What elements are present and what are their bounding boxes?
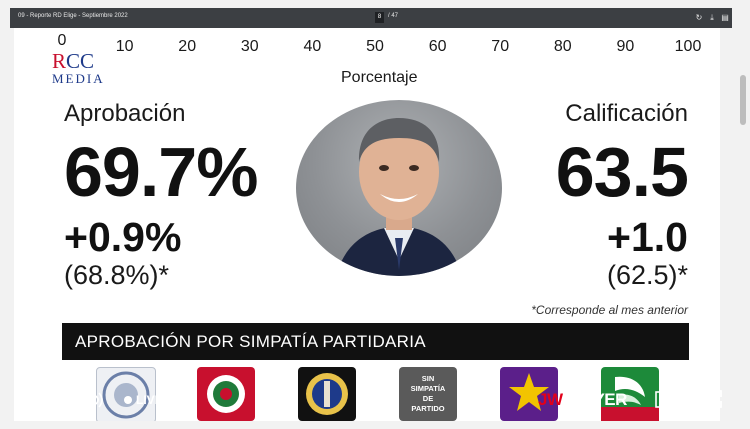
approval-previous: (68.8%)*	[64, 260, 170, 290]
page-number-input[interactable]: 8	[375, 12, 384, 23]
rating-previous: (62.5)*	[606, 260, 688, 290]
axis-tick-30: 30	[240, 38, 259, 55]
party-logo-no-affiliation: SIN SIMPATÍA DE PARTIDO	[399, 367, 457, 421]
page-total: / 47	[388, 13, 399, 19]
document-title: 09 - Reporte RD Elige - Septiembre 2022	[18, 13, 128, 19]
logo-top-text: RCC	[52, 49, 95, 73]
fullscreen-icon[interactable]	[703, 389, 723, 414]
party-logo-prm	[96, 367, 156, 421]
rcc-media-logo: RCC MEDIA	[52, 50, 105, 85]
scrollbar-thumb[interactable]	[740, 75, 746, 125]
no-affiliation-text: SIN	[421, 374, 435, 383]
player-brand: PLAYER	[562, 390, 628, 409]
stop-icon[interactable]	[38, 391, 53, 406]
footnote: *Corresponde al mes anterior	[531, 303, 688, 317]
print-icon[interactable]: ▤	[721, 13, 729, 22]
party-banner: APROBACIÓN POR SIMPATÍA PARTIDARIA	[62, 323, 689, 360]
no-affiliation-text: DE	[422, 394, 434, 403]
approval-label: Aprobación	[64, 100, 186, 127]
no-affiliation-text: SIMPATÍA	[410, 384, 446, 393]
axis-tick-100: 100	[674, 38, 702, 55]
rating-value: 63.5	[555, 133, 689, 211]
rotate-icon[interactable]: ↻	[695, 13, 703, 22]
axis-tick-10: 10	[115, 38, 134, 55]
jw-brand: JW	[538, 390, 563, 409]
rating-delta: +1.0	[607, 214, 688, 260]
axis-tick-20: 20	[178, 38, 197, 55]
axis-tick-60: 60	[428, 38, 447, 55]
pip-icon[interactable]	[655, 390, 679, 415]
rating-label: Calificación	[565, 100, 688, 127]
axis-tick-80: 80	[553, 38, 572, 55]
party-logo-fp	[601, 367, 659, 421]
party-logo-prd	[298, 367, 356, 421]
axis-tick-70: 70	[491, 38, 510, 55]
no-affiliation-text: PARTIDO	[411, 404, 445, 413]
live-indicator[interactable]: LIVE	[136, 393, 163, 407]
axis-tick-40: 40	[303, 38, 322, 55]
slide: 0 10 20 30 40 50 60 70 80 90 100 Porcentaje RCC ME…	[14, 28, 720, 421]
axis-tick-0: 0	[57, 32, 67, 49]
banner-title: APROBACIÓN POR SIMPATÍA PARTIDARIA	[75, 332, 426, 351]
party-logo-pld	[500, 367, 558, 421]
portrait-photo	[296, 100, 502, 276]
logo-letters: CC	[66, 49, 95, 73]
download-icon[interactable]: ⤓	[710, 13, 714, 22]
logo-bottom-text: MEDIA	[52, 71, 105, 86]
axis-tick-90: 90	[616, 38, 635, 55]
jwplayer-logo[interactable]: JWPLAYER	[538, 390, 627, 410]
live-dot	[124, 396, 132, 404]
pdf-toolbar: 09 - Reporte RD Elige - Septiembre 2022 …	[10, 8, 732, 28]
volume-icon[interactable]	[80, 390, 106, 415]
approval-delta: +0.9%	[64, 214, 182, 260]
axis-tick-50: 50	[366, 38, 384, 55]
approval-value: 69.7%	[64, 133, 258, 211]
party-logo-prsc	[197, 367, 255, 421]
axis-label: Porcentaje	[341, 69, 418, 86]
